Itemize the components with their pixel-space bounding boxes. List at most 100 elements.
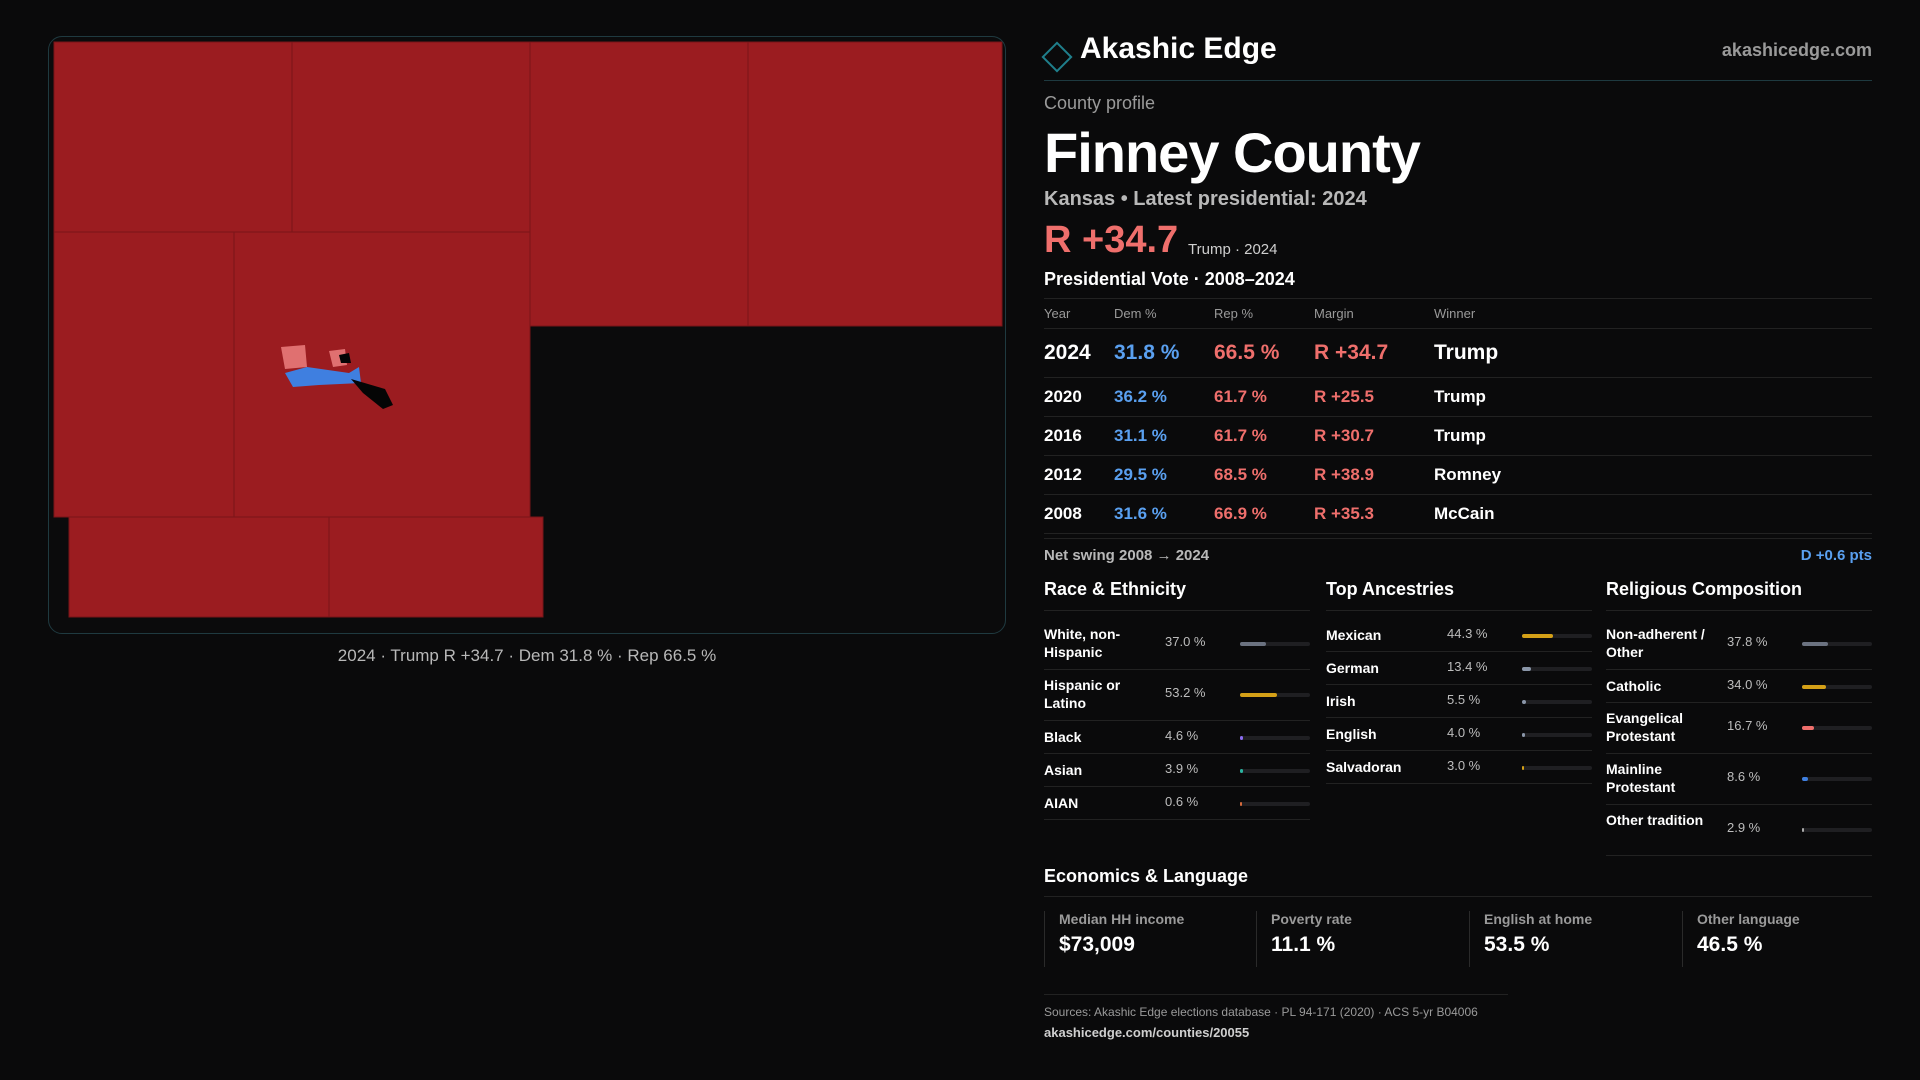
county-map[interactable] [48,36,1006,634]
religion-list: Non-adherent / Other 37.8 % Catholic 34.0 %… [1606,619,1872,856]
brand-url[interactable]: akashicedge.com [1721,40,1872,60]
winner-cell: Trump [1434,377,1872,417]
item-bar-track [1240,769,1310,773]
item-bar-track [1522,700,1592,704]
item-label: Mexican [1326,627,1382,643]
presidential-title: Presidential Vote · 2008–2024 [1044,269,1872,299]
presidential-table: Year Dem % Rep % Margin Winner 2024 31.8… [1044,299,1872,534]
econ-cell-english: English at home 53.5 % [1469,911,1592,967]
item-label: Asian [1044,762,1083,778]
winner-cell: Romney [1434,455,1872,495]
item-percent: 8.6 % [1727,769,1761,784]
race-title: Race & Ethnicity [1044,579,1310,611]
margin-cell: R +38.9 [1314,455,1434,495]
table-row: 2024 31.8 % 66.5 % R +34.7 Trump [1044,328,1872,378]
list-item: Hispanic or Latino 53.2 % [1044,670,1310,721]
list-item: German 13.4 % [1326,652,1592,685]
precinct-sw[interactable] [68,516,330,618]
item-bar-fill [1240,802,1242,806]
econ-cell-other-language: Other language 46.5 % [1682,911,1800,967]
garden-city-unknown[interactable] [351,379,393,409]
item-percent: 4.6 % [1165,728,1199,743]
table-row: 2020 36.2 % 61.7 % R +25.5 Trump [1044,377,1872,417]
item-label: Catholic [1606,678,1662,694]
item-percent: 53.2 % [1165,685,1206,700]
item-label: Other tradition [1606,812,1704,828]
item-bar-fill [1240,693,1278,697]
item-bar-fill [1522,766,1525,770]
precinct-shapes [53,41,1003,618]
item-bar-fill [1522,700,1526,704]
list-item: Non-adherent / Other 37.8 % [1606,619,1872,670]
item-label: Evangelical Protestant [1606,710,1684,744]
year-cell: 2008 [1044,494,1114,534]
item-bar-fill [1240,642,1266,646]
list-item: Mexican 44.3 % [1326,619,1592,652]
precinct-w[interactable] [53,231,235,518]
religion-title: Religious Composition [1606,579,1872,611]
religion-column: Religious Composition Non-adherent / Oth… [1606,579,1872,856]
item-bar-fill [1802,685,1826,689]
item-label: Hispanic or Latino [1044,677,1121,711]
item-percent: 0.6 % [1165,794,1199,809]
rep-cell: 66.5 % [1214,328,1314,378]
map-caption: 2024 · Trump R +34.7 · Dem 31.8 % · Rep … [337,646,717,665]
eyebrow: County profile [1044,93,1156,113]
econ-cell-income: Median HH income $73,009 [1044,911,1184,967]
precinct-ne-east[interactable] [747,41,1003,327]
econ-value: 11.1 % [1271,933,1336,956]
item-label: AIAN [1044,795,1079,811]
garden-city-lean-rep[interactable] [281,345,307,369]
item-percent: 34.0 % [1727,677,1768,692]
item-percent: 3.0 % [1447,758,1481,773]
item-label: Black [1044,729,1082,745]
table-row: 2012 29.5 % 68.5 % R +38.9 Romney [1044,455,1872,495]
precinct-ne-west[interactable] [529,41,749,327]
item-bar-track [1802,828,1872,832]
dem-cell: 31.6 % [1114,494,1214,534]
item-bar-fill [1802,777,1809,781]
precinct-map-svg [53,41,1003,618]
item-percent: 3.9 % [1165,761,1199,776]
precinct-n-central[interactable] [291,41,531,233]
precinct-center[interactable] [233,231,531,518]
precinct-s-central[interactable] [328,516,544,618]
item-bar-fill [1240,769,1243,773]
header-dem: Dem % [1114,299,1214,329]
item-bar-track [1522,766,1592,770]
sources-url[interactable]: akashicedge.com/counties/20055 [1044,1025,1250,1040]
item-bar-track [1240,736,1310,740]
garden-city-unknown-2[interactable] [339,353,351,363]
economics-title: Economics & Language [1044,866,1249,886]
brand-name[interactable]: Akashic Edge [1080,32,1277,65]
item-percent: 2.9 % [1727,820,1761,835]
header-year: Year [1044,299,1114,329]
list-item: Catholic 34.0 % [1606,670,1872,703]
econ-label: English at home [1484,911,1593,927]
winner-cell: Trump [1434,328,1872,378]
econ-label: Poverty rate [1271,911,1352,927]
item-bar-track [1802,726,1872,730]
diamond-logo-icon [1041,41,1073,73]
net-swing-value: D +0.6 pts [1800,547,1872,564]
item-bar-track [1802,685,1872,689]
econ-value: 53.5 % [1484,933,1550,956]
item-bar-track [1802,642,1872,646]
list-item: Other tradition 2.9 % [1606,805,1872,856]
rep-cell: 61.7 % [1214,416,1314,456]
header-rep: Rep % [1214,299,1314,329]
list-item: English 4.0 % [1326,718,1592,751]
precinct-nw[interactable] [53,41,293,233]
net-swing: Net swing 2008 → 2024 D +0.6 pts [1044,538,1872,575]
demographics-columns: Race & Ethnicity White, non-Hispanic 37.0… [1044,579,1872,856]
list-item: Evangelical Protestant 16.7 % [1606,703,1872,754]
garden-city-dem[interactable] [285,367,361,387]
net-swing-label: Net swing 2008 → 2024 [1044,547,1210,564]
table-row: 2008 31.6 % 66.9 % R +35.3 McCain [1044,494,1872,534]
year-cell: 2020 [1044,377,1114,417]
item-label: Non-adherent / Other [1606,626,1705,660]
item-bar-track [1240,693,1310,697]
item-bar-fill [1522,634,1553,638]
dem-cell: 31.1 % [1114,416,1214,456]
item-bar-fill [1522,733,1525,737]
